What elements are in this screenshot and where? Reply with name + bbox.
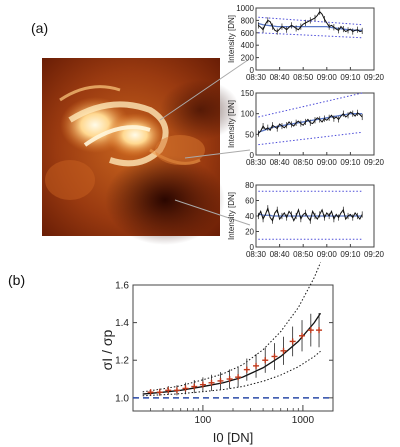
lower-bound-line	[258, 32, 363, 39]
plot-frame	[255, 7, 375, 71]
data-line	[257, 206, 363, 222]
y-tick-label: 80	[245, 181, 254, 190]
x-tick-label: 08:50	[293, 73, 314, 82]
panel-label-a: (a)	[31, 20, 48, 36]
x-tick-label: 1000	[292, 415, 315, 426]
y-tick-label: 200	[241, 54, 255, 63]
x-axis-label: I0 [DN]	[213, 430, 253, 445]
x-tick-label: 09:00	[317, 250, 338, 259]
y-tick-label: 0	[250, 151, 255, 160]
model-curve	[142, 312, 322, 395]
y-tick-label: 1.4	[115, 318, 129, 329]
y-tick-label: 1.6	[115, 281, 129, 292]
y-tick-label: 0	[250, 66, 255, 75]
y-tick-label: 1.2	[115, 356, 129, 367]
solar-active-region-image	[42, 58, 251, 245]
x-tick-label: 09:20	[364, 250, 385, 259]
x-tick-label: 09:10	[340, 250, 361, 259]
time-series-panel-middle: 0 50 100 150 08:30 08:40 08:50 09:00 09:10 09:20 I…	[227, 89, 385, 167]
x-tick-label: 08:40	[270, 250, 291, 259]
x-tick-label: 08:40	[270, 158, 291, 167]
x-tick-label: 08:50	[293, 250, 314, 259]
plot-frame	[255, 92, 375, 156]
upper-envelope	[142, 262, 321, 393]
y-tick-label: 40	[245, 212, 254, 221]
y-tick-label: 1.0	[115, 393, 129, 404]
lower-envelope	[142, 350, 321, 397]
upper-bound-line	[258, 92, 363, 118]
y-axis-label: Intensity [DN]	[227, 192, 236, 240]
y-tick-label: 600	[241, 29, 255, 38]
y-tick-label: 800	[241, 16, 255, 25]
x-tick-label: 08:30	[246, 250, 267, 259]
x-tick-label: 09:20	[364, 158, 385, 167]
y-tick-label: 150	[241, 89, 255, 98]
y-axis-label: σI / σp	[99, 329, 115, 370]
y-tick-label: 0	[250, 243, 255, 252]
x-tick-label: 08:50	[293, 158, 314, 167]
y-tick-label: 50	[245, 130, 254, 139]
y-axis-label: Intensity [DN]	[227, 100, 236, 148]
x-tick-label: 09:10	[340, 158, 361, 167]
x-tick-label: 100	[195, 415, 212, 426]
x-tick-label: 09:10	[340, 73, 361, 82]
x-tick-label: 08:30	[246, 73, 267, 82]
x-tick-label: 08:40	[270, 73, 291, 82]
fit-line	[258, 22, 363, 31]
y-tick-label: 20	[245, 228, 254, 237]
time-series-panel-bottom: 0 20 40 60 80 08:30 08:40 08:50 09:00 09:10 09:20 I…	[227, 181, 385, 259]
lower-bound-line	[258, 131, 363, 146]
y-axis-label: Intensity [DN]	[227, 15, 236, 63]
x-tick-label: 09:00	[317, 73, 338, 82]
x-tick-label: 09:20	[364, 73, 385, 82]
x-tick-label: 09:00	[317, 158, 338, 167]
data-line	[257, 111, 363, 134]
y-tick-label: 60	[245, 197, 254, 206]
y-tick-label: 1000	[236, 4, 254, 13]
y-tick-label: 100	[241, 110, 255, 119]
data-line	[258, 10, 363, 33]
sigma-ratio-plot: 1.0 1.2 1.4 1.6 100 1000 I0 [DN] σI / σp	[99, 262, 334, 445]
y-tick-label: 400	[241, 41, 255, 50]
panel-label-b: (b)	[8, 272, 25, 288]
x-tick-label: 08:30	[246, 158, 267, 167]
